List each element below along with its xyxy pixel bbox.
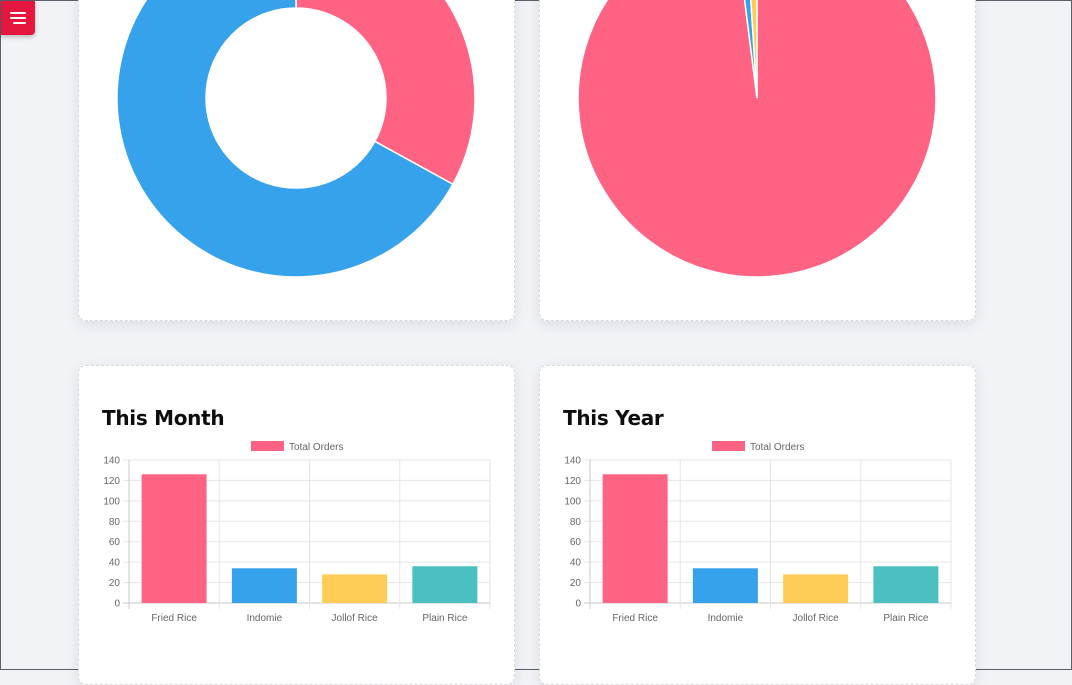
legend-swatch xyxy=(712,441,745,451)
bar xyxy=(231,568,297,603)
pie-chart xyxy=(577,0,937,278)
doughnut-slice-1 xyxy=(116,0,454,278)
y-tick-label: 80 xyxy=(570,517,582,528)
y-tick-label: 120 xyxy=(564,476,581,487)
y-tick-label: 80 xyxy=(109,517,121,528)
bar xyxy=(322,574,388,603)
legend-label: Total Orders xyxy=(289,442,343,453)
x-tick-label: Plain Rice xyxy=(883,613,928,624)
y-tick-label: 140 xyxy=(564,456,581,467)
pie-chart-card xyxy=(539,0,976,321)
bar xyxy=(873,566,939,603)
y-tick-label: 40 xyxy=(570,558,582,569)
y-tick-label: 60 xyxy=(109,537,121,548)
y-tick-label: 0 xyxy=(575,599,581,610)
y-tick-label: 60 xyxy=(570,537,582,548)
y-tick-label: 100 xyxy=(564,496,581,507)
bar xyxy=(692,568,758,603)
month-bar-chart: Total Orders 0 20 40 60 80 100 120 140 Fried Rice… xyxy=(103,441,491,624)
y-tick-label: 0 xyxy=(114,599,120,610)
y-tick-label: 120 xyxy=(103,476,120,487)
pie-slice-1 xyxy=(743,0,758,99)
year-chart-title: This Year xyxy=(563,406,664,430)
hamburger-menu-icon xyxy=(10,12,26,24)
doughnut-slice-0 xyxy=(295,0,476,186)
legend-swatch xyxy=(251,441,284,451)
month-chart-title: This Month xyxy=(102,406,225,430)
x-tick-label: Fried Rice xyxy=(151,613,197,624)
bar xyxy=(783,574,849,603)
y-tick-label: 140 xyxy=(103,456,120,467)
menu-toggle-button[interactable] xyxy=(1,1,35,35)
year-chart-card: This Year Total Orders 0 20 40 60 80 100 120 140… xyxy=(539,365,976,685)
x-tick-label: Indomie xyxy=(708,613,744,624)
bar xyxy=(141,474,207,603)
y-tick-label: 20 xyxy=(109,578,121,589)
legend-label: Total Orders xyxy=(750,442,804,453)
doughnut-chart xyxy=(116,0,476,278)
x-tick-label: Fried Rice xyxy=(612,613,658,624)
y-tick-label: 100 xyxy=(103,496,120,507)
year-bar-chart: Total Orders 0 20 40 60 80 100 120 140 Fried Rice… xyxy=(564,441,952,624)
pie-slice-2 xyxy=(750,0,758,99)
x-tick-label: Jollof Rice xyxy=(332,613,379,624)
doughnut-chart-card xyxy=(78,0,515,321)
y-tick-label: 40 xyxy=(109,558,121,569)
y-tick-label: 20 xyxy=(570,578,582,589)
pie-slice-0 xyxy=(577,0,937,278)
x-tick-label: Plain Rice xyxy=(422,613,467,624)
month-chart-card: This Month Total Orders 0 20 40 60 80 100 120 14… xyxy=(78,365,515,685)
bar xyxy=(412,566,478,603)
x-tick-label: Jollof Rice xyxy=(793,613,840,624)
bar xyxy=(602,474,668,603)
x-tick-label: Indomie xyxy=(247,613,283,624)
